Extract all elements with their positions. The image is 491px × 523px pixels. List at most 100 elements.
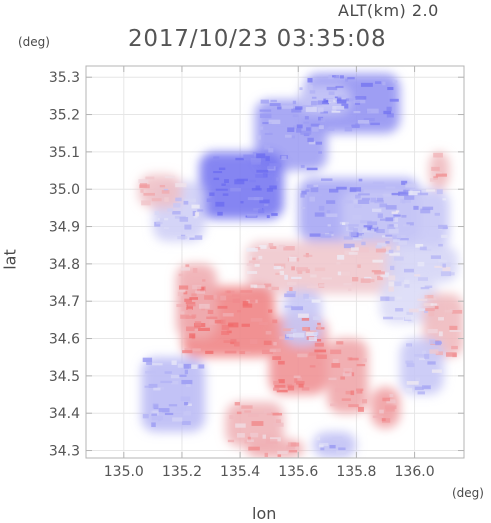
echo-cell	[300, 193, 305, 198]
y-tick-label: 34.3	[49, 444, 80, 460]
echo-cell	[261, 349, 273, 355]
echo-cell	[264, 452, 268, 457]
echo-cell	[313, 193, 323, 196]
echo-cell	[187, 304, 196, 307]
echo-cell	[386, 399, 396, 404]
echo-cell	[175, 197, 182, 202]
echo-cell	[383, 316, 394, 320]
echo-cell	[364, 121, 369, 126]
echo-cell	[386, 106, 392, 111]
echo-cell	[316, 339, 322, 342]
echo-cell	[264, 283, 272, 288]
echo-cell	[312, 316, 321, 320]
echo-cell	[336, 341, 344, 345]
echo-cell	[328, 74, 333, 80]
echo-cell	[226, 330, 232, 334]
echo-cell	[391, 211, 398, 214]
echo-cell	[296, 128, 302, 133]
echo-cell	[353, 228, 358, 233]
echo-cell	[414, 386, 424, 391]
echo-cell	[178, 374, 187, 377]
echo-cell	[244, 439, 249, 444]
echo-cell	[326, 86, 338, 91]
echo-cell	[180, 311, 185, 316]
echo-cell	[184, 369, 189, 375]
echo-cell	[320, 178, 333, 181]
echo-cell	[224, 179, 229, 183]
echo-cell	[151, 422, 156, 428]
echo-cell	[242, 301, 249, 306]
echo-cell	[246, 439, 254, 442]
echo-cell	[332, 105, 345, 110]
echo-cell	[434, 305, 439, 310]
echo-cell	[258, 255, 263, 260]
echo-cell	[144, 385, 154, 388]
echo-cell	[185, 384, 191, 388]
echo-cell	[253, 197, 264, 201]
echo-cell	[382, 81, 386, 86]
echo-cell	[376, 197, 384, 202]
echo-cell	[221, 330, 230, 335]
echo-cell	[313, 332, 319, 336]
echo-cell	[181, 379, 193, 385]
echo-cell	[426, 189, 436, 192]
echo-cell	[415, 243, 424, 248]
echo-cell	[372, 415, 384, 418]
echo-cell	[422, 248, 432, 251]
echo-cell	[444, 309, 453, 313]
axis-ticks: 135.0 135.2 135.4 135.6 135.8 136.0 34.3 34.4 34…	[49, 66, 464, 480]
echo-cell	[317, 100, 329, 105]
echo-cell	[143, 192, 155, 196]
echo-cell	[301, 317, 310, 321]
echo-cell	[278, 360, 285, 365]
echo-region	[199, 151, 284, 220]
echo-cell	[419, 358, 426, 361]
echo-cell	[305, 107, 317, 112]
echo-cell	[286, 291, 297, 294]
echo-cell	[414, 354, 425, 357]
echo-cell	[262, 434, 266, 439]
echo-cell	[191, 204, 200, 209]
echo-cell	[254, 263, 260, 267]
echo-cell	[308, 141, 315, 145]
echo-cell	[393, 217, 399, 223]
echo-cell	[292, 114, 299, 118]
echo-cell	[175, 183, 187, 188]
echo-cell	[175, 406, 186, 412]
echo-cell	[349, 231, 357, 237]
echo-cell	[286, 333, 295, 337]
echo-cell	[376, 229, 385, 234]
echo-cell	[266, 215, 270, 219]
echo-cell	[178, 285, 189, 290]
echo-cell	[343, 282, 352, 286]
echo-cell	[380, 296, 390, 301]
echo-cell	[393, 256, 404, 261]
echo-cell	[222, 313, 234, 317]
echo-cell	[320, 234, 332, 238]
echo-cell	[424, 285, 433, 288]
echo-cell	[170, 374, 180, 379]
echo-cell	[258, 209, 265, 214]
echo-cell	[336, 450, 347, 455]
echo-cell	[433, 341, 442, 344]
echo-cell	[370, 122, 380, 126]
echo-cell	[435, 351, 444, 356]
echo-cell	[185, 301, 196, 307]
echo-cell	[401, 180, 408, 185]
echo-cell	[220, 319, 226, 325]
echo-cell	[308, 352, 319, 356]
echo-cell	[269, 349, 277, 352]
echo-cell	[442, 266, 451, 272]
echo-cell	[375, 81, 382, 84]
echo-cell	[256, 169, 269, 173]
echo-cell	[224, 290, 235, 294]
y-tick-label: 34.8	[49, 257, 80, 273]
echo-cell	[290, 254, 298, 257]
echo-cell	[360, 82, 373, 87]
echo-cell	[381, 272, 390, 278]
echo-cell	[204, 295, 214, 300]
echo-cell	[198, 364, 205, 369]
echo-cell	[291, 306, 304, 311]
echo-cell	[417, 391, 425, 395]
echo-cell	[191, 293, 197, 297]
